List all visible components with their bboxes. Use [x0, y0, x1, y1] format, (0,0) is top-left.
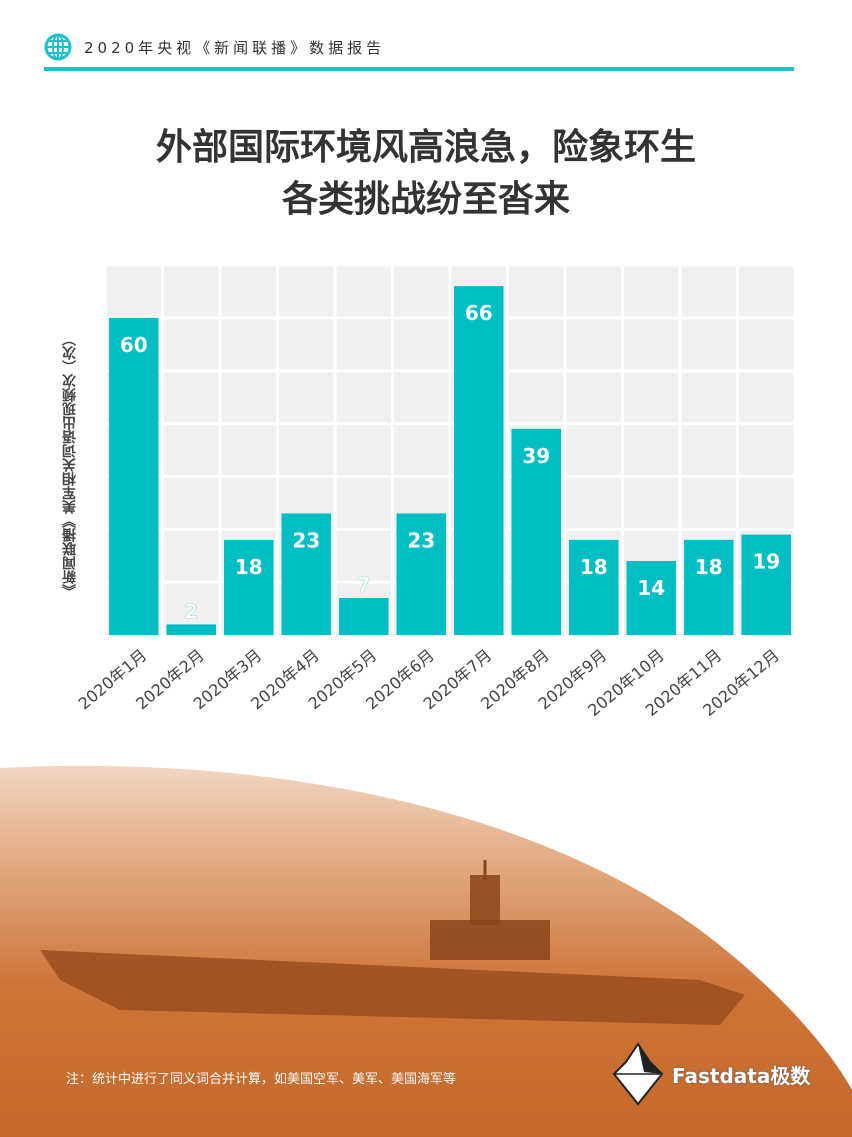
- data-label: 2: [184, 599, 198, 623]
- data-label: 18: [695, 555, 723, 579]
- bar: [454, 286, 504, 635]
- bar: [626, 561, 676, 635]
- data-label: 60: [120, 333, 148, 357]
- bar: [569, 539, 619, 635]
- data-label: 7: [357, 573, 371, 597]
- data-label: 39: [522, 444, 550, 468]
- bar: [224, 539, 274, 635]
- data-label: 66: [465, 301, 493, 325]
- bar-chart: 602020年1月22020年2月182020年3月232020年4月72020…: [75, 263, 797, 720]
- data-label: 23: [292, 528, 320, 552]
- logo-text: Fastdata极数: [672, 1063, 811, 1088]
- bar: [109, 317, 159, 635]
- data-label: 18: [235, 555, 263, 579]
- header-divider: [44, 67, 794, 71]
- title-line-2: 各类挑战纷至沓来: [281, 179, 570, 220]
- footnote: 注：统计中进行了同义词合并计算，如美国空军、美军、美国海军等: [66, 1072, 457, 1087]
- bar: [396, 513, 446, 635]
- report-header: 2020年央视《新闻联播》数据报告: [44, 33, 385, 61]
- data-label: 19: [752, 550, 780, 574]
- bar: [339, 598, 389, 635]
- bar: [166, 624, 216, 635]
- header-text: 2020年央视《新闻联播》数据报告: [84, 38, 386, 57]
- globe-icon: [44, 33, 72, 61]
- fastdata-logo: Fastdata极数: [610, 1042, 810, 1106]
- bar: [684, 539, 734, 635]
- data-label: 14: [637, 576, 665, 600]
- data-label: 18: [580, 555, 608, 579]
- bar: [511, 428, 561, 635]
- data-label: 23: [407, 528, 435, 552]
- mountain-logo-icon: [612, 1042, 664, 1106]
- title-line-1: 外部国际环境风高浪急，险象环生: [155, 127, 696, 168]
- bar: [741, 534, 791, 635]
- bar: [281, 513, 331, 635]
